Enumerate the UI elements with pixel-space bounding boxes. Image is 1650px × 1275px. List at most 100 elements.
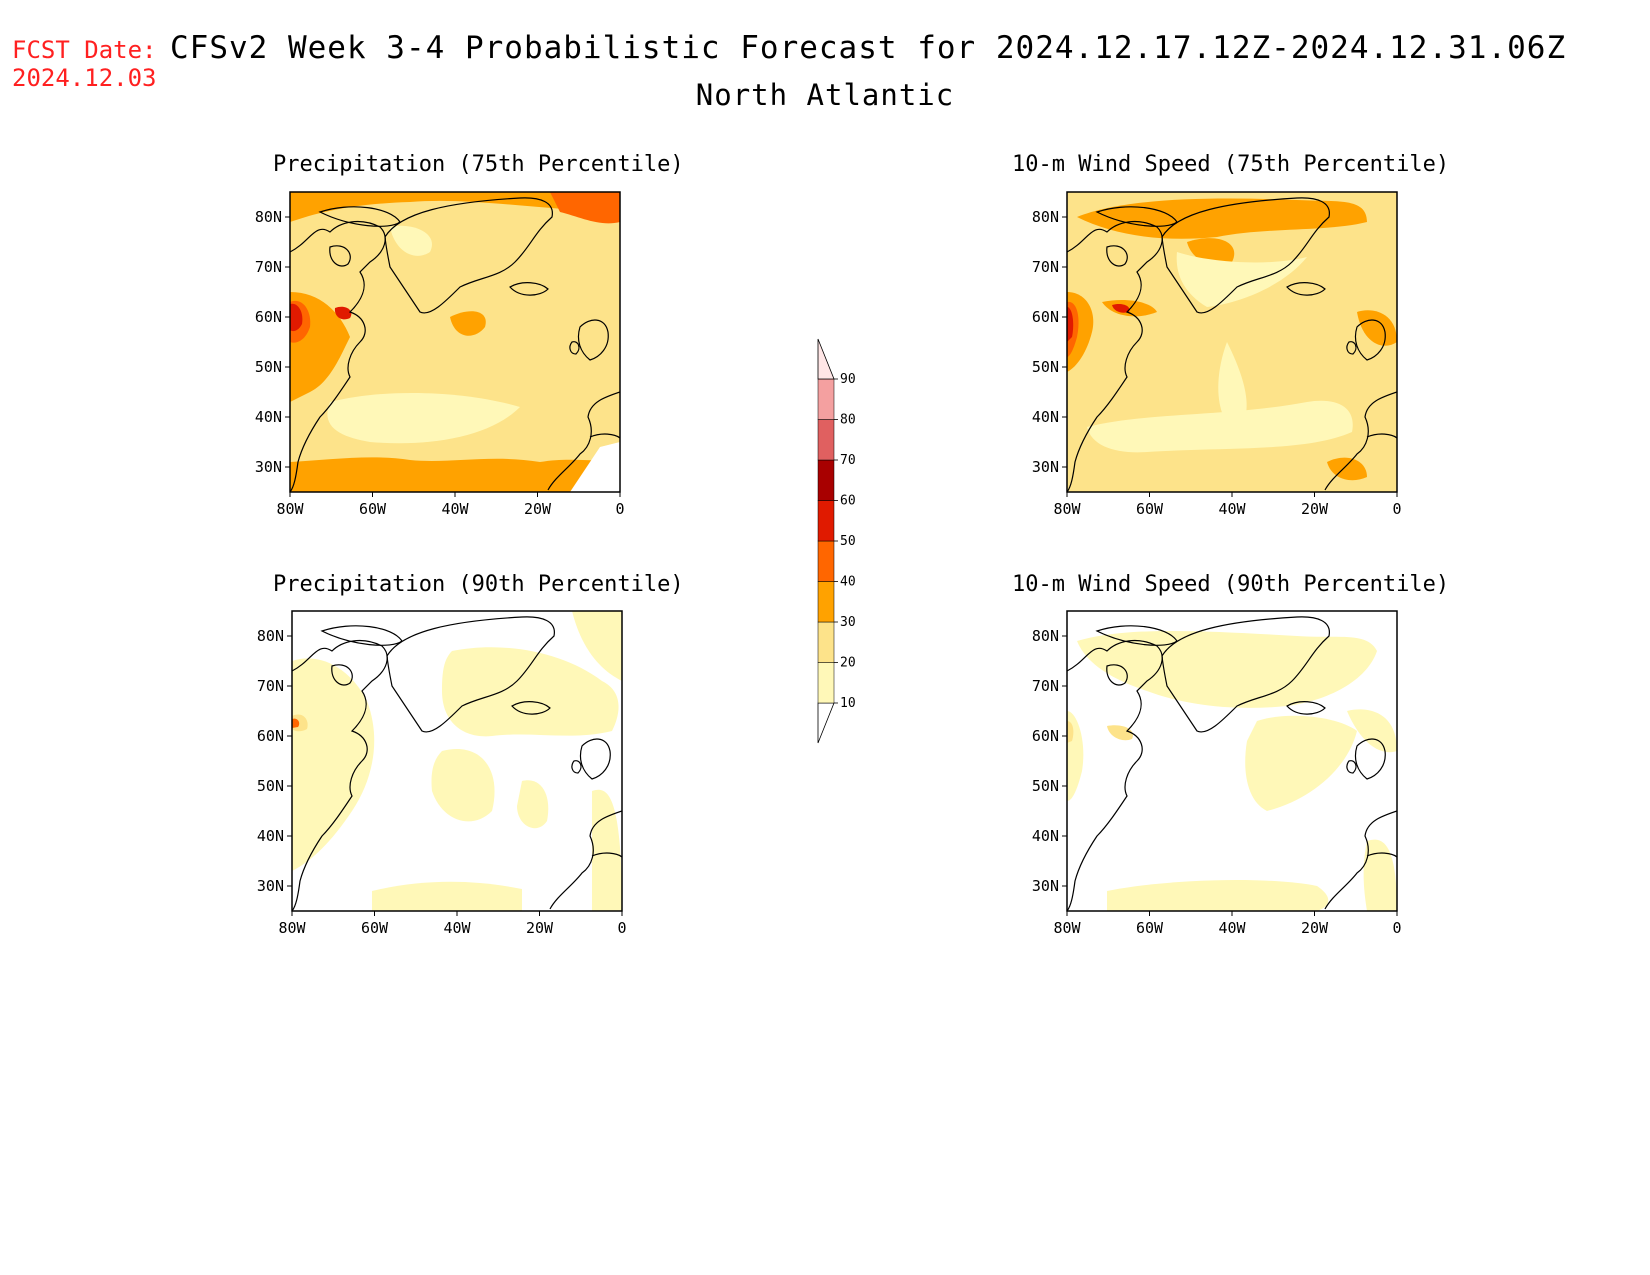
map-precip-75 bbox=[289, 191, 621, 493]
lat-label: 70N bbox=[1032, 677, 1059, 695]
colorbar-segment bbox=[817, 662, 835, 704]
lat-label: 60N bbox=[1032, 727, 1059, 745]
field-10-20 bbox=[390, 225, 432, 256]
lat-label: 80N bbox=[257, 627, 284, 645]
colorbar-level-label: 70 bbox=[840, 453, 856, 468]
map-wind-75 bbox=[1066, 191, 1398, 493]
field-20-30 bbox=[1067, 721, 1074, 743]
colorbar-segment bbox=[817, 540, 835, 582]
forecast-date-label: FCST Date: bbox=[12, 36, 157, 64]
lat-label: 60N bbox=[257, 727, 284, 745]
lat-label: 40N bbox=[1032, 408, 1059, 426]
field-10-20 bbox=[442, 647, 619, 737]
lat-label: 40N bbox=[1032, 827, 1059, 845]
field-10-20 bbox=[372, 881, 522, 911]
field-10-20 bbox=[1347, 709, 1397, 753]
lat-label: 60N bbox=[1032, 308, 1059, 326]
colorbar-level-label: 50 bbox=[840, 534, 856, 549]
lon-label: 80W bbox=[276, 500, 304, 518]
lon-label: 0 bbox=[1392, 500, 1401, 518]
field-10-20 bbox=[517, 780, 549, 829]
field-10-20 bbox=[1077, 631, 1377, 708]
field-50-60 bbox=[334, 306, 352, 320]
field-40-50 bbox=[292, 718, 300, 728]
colorbar-segment bbox=[817, 378, 835, 420]
lon-label: 0 bbox=[615, 500, 624, 518]
lon-label: 60W bbox=[1136, 919, 1164, 937]
lon-label: 40W bbox=[1218, 919, 1246, 937]
axes-layer: 80N 70N 60N 50N 40N 30N 80W 60W 40W 20W 0 80N 70N 60N… bbox=[255, 208, 1402, 937]
lat-label: 40N bbox=[255, 408, 282, 426]
lat-label: 80N bbox=[1032, 627, 1059, 645]
field-10-20 bbox=[1245, 715, 1357, 811]
lon-label: 60W bbox=[361, 919, 389, 937]
lon-label: 60W bbox=[359, 500, 387, 518]
colorbar-low-end bbox=[817, 702, 835, 744]
colorbar-level-label: 60 bbox=[840, 494, 856, 509]
field-30-40 bbox=[290, 457, 620, 492]
field-10-20 bbox=[1087, 400, 1353, 453]
colorbar-level-label: 90 bbox=[840, 372, 856, 387]
field-50-60 bbox=[1067, 307, 1074, 342]
panel-title-wind-75: 10-m Wind Speed (75th Percentile) bbox=[1012, 152, 1450, 177]
colorbar: 10 20 30 40 50 60 70 80 90 bbox=[817, 338, 856, 744]
page-title: CFSv2 Week 3-4 Probabilistic Forecast fo… bbox=[170, 30, 1567, 66]
lat-label: 30N bbox=[1032, 458, 1059, 476]
panel-title-precip-90: Precipitation (90th Percentile) bbox=[273, 572, 684, 597]
lon-label: 20W bbox=[526, 919, 554, 937]
lon-label: 0 bbox=[1392, 919, 1401, 937]
lon-label: 40W bbox=[441, 500, 469, 518]
colorbar-level-label: 40 bbox=[840, 575, 856, 590]
colorbar-level-label: 80 bbox=[840, 413, 856, 428]
colorbar-level-label: 20 bbox=[840, 656, 856, 671]
lat-label: 80N bbox=[255, 208, 282, 226]
field-10-20 bbox=[592, 789, 622, 911]
lat-label: 50N bbox=[1032, 358, 1059, 376]
field-30-40 bbox=[450, 311, 486, 336]
forecast-date-value: 2024.12.03 bbox=[12, 64, 157, 92]
field-50-60 bbox=[1112, 303, 1130, 313]
lat-label: 70N bbox=[1032, 258, 1059, 276]
map-precip-90 bbox=[291, 610, 623, 912]
field-10-20 bbox=[572, 611, 622, 681]
lat-label: 70N bbox=[255, 258, 282, 276]
lon-label: 60W bbox=[1136, 500, 1164, 518]
field-40-50 bbox=[550, 192, 620, 224]
colorbar-segment bbox=[817, 500, 835, 542]
lon-label: 80W bbox=[1053, 500, 1081, 518]
field-10-20 bbox=[327, 392, 520, 444]
field-30-40 bbox=[1357, 310, 1397, 346]
lat-label: 80N bbox=[1032, 208, 1059, 226]
colorbar-high-end bbox=[817, 338, 835, 380]
colorbar-segment bbox=[817, 581, 835, 623]
lon-label: 40W bbox=[1218, 500, 1246, 518]
region-title: North Atlantic bbox=[695, 78, 955, 112]
colorbar-level-label: 30 bbox=[840, 615, 856, 630]
lat-label: 40N bbox=[257, 827, 284, 845]
lon-label: 20W bbox=[1301, 500, 1329, 518]
field-10-20 bbox=[431, 749, 495, 822]
lat-label: 50N bbox=[255, 358, 282, 376]
lon-label: 20W bbox=[1301, 919, 1329, 937]
lon-label: 80W bbox=[278, 919, 306, 937]
colorbar-segment bbox=[817, 419, 835, 461]
forecast-date-block: FCST Date: 2024.12.03 bbox=[12, 36, 157, 92]
field-10-20 bbox=[292, 658, 375, 871]
lat-label: 70N bbox=[257, 677, 284, 695]
lat-label: 30N bbox=[257, 877, 284, 895]
lon-label: 0 bbox=[617, 919, 626, 937]
field-10-20 bbox=[1107, 879, 1329, 911]
lon-label: 20W bbox=[524, 500, 552, 518]
lat-label: 60N bbox=[255, 308, 282, 326]
lat-label: 50N bbox=[1032, 777, 1059, 795]
field-10-20 bbox=[1218, 342, 1247, 432]
colorbar-segment bbox=[817, 621, 835, 663]
colorbar-segment bbox=[817, 459, 835, 501]
field-10-20 bbox=[1363, 839, 1397, 911]
panel-title-wind-90: 10-m Wind Speed (90th Percentile) bbox=[1012, 572, 1450, 597]
lat-label: 50N bbox=[257, 777, 284, 795]
field-10-20 bbox=[1176, 252, 1307, 307]
lon-label: 40W bbox=[443, 919, 471, 937]
land-mask bbox=[570, 442, 620, 492]
